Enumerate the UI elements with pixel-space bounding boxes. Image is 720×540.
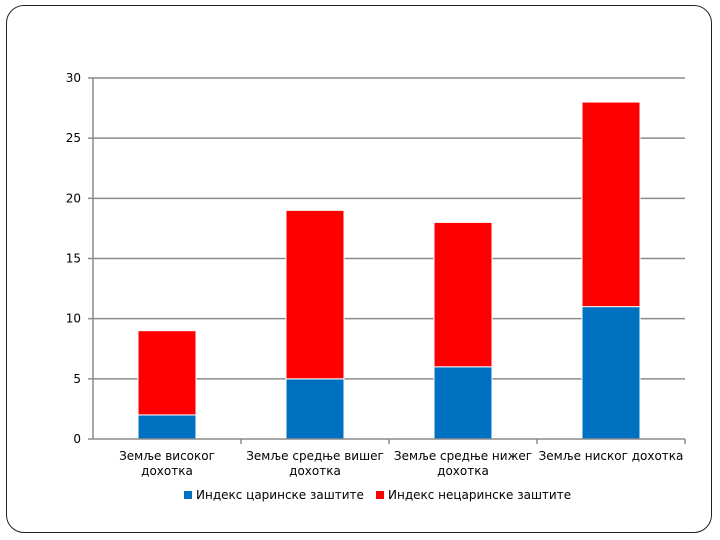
legend-swatch xyxy=(184,491,192,499)
legend: Индекс царинске заштите Индекс нецаринске… xyxy=(184,488,571,502)
x-category-labels: Земље високог дохотка Земље средње вишег до… xyxy=(119,449,683,478)
bar-nontariff-2 xyxy=(285,209,345,380)
axes xyxy=(92,78,686,444)
bar-tariff-2 xyxy=(285,378,345,440)
y-tick-label: 5 xyxy=(73,372,81,386)
y-tick-label: 0 xyxy=(73,432,81,446)
x-category-label: Земље средње нижег дохотка xyxy=(394,449,532,478)
bar-tariff-3 xyxy=(433,366,493,440)
bar-nontariff-3 xyxy=(433,221,493,368)
y-tick-labels: 0 5 10 15 20 25 30 xyxy=(66,71,81,446)
y-tick-label: 30 xyxy=(66,71,81,85)
bar-nontariff-4 xyxy=(581,101,641,308)
x-category-label: Земље ниског дохотка xyxy=(539,449,684,463)
bar-tariff-1 xyxy=(137,414,197,440)
y-tick-label: 20 xyxy=(66,191,81,205)
legend-label: Индекс нецаринске заштите xyxy=(388,488,571,502)
x-category-label: Земље средње вишег дохотка xyxy=(246,449,384,478)
y-tick-label: 25 xyxy=(66,131,81,145)
y-tick-label: 15 xyxy=(66,252,81,266)
legend-label: Индекс царинске заштите xyxy=(196,488,364,502)
legend-swatch xyxy=(376,491,384,499)
bar-tariff-4 xyxy=(581,306,641,440)
x-category-label: Земље високог дохотка xyxy=(119,449,215,478)
bars xyxy=(137,101,641,440)
y-tick-label: 10 xyxy=(66,312,81,326)
bar-nontariff-1 xyxy=(137,330,197,416)
